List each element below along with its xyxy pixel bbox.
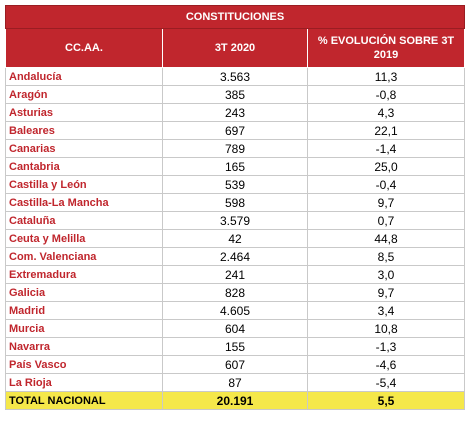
value-cell: 789	[162, 139, 308, 158]
change-cell: 25,0	[306, 157, 466, 176]
change-cell: 3,4	[306, 301, 466, 320]
value-cell: 87	[162, 373, 308, 392]
value-cell: 385	[162, 85, 308, 104]
change-cell: 22,1	[306, 121, 466, 140]
table-row: Castilla y León 539 -0,4	[5, 175, 466, 194]
region-cell: Navarra	[5, 337, 163, 356]
value-cell: 3.579	[162, 211, 308, 230]
table-row: Asturias 243 4,3	[5, 103, 466, 122]
table-row: Murcia 604 10,8	[5, 319, 466, 338]
change-cell: 11,3	[306, 67, 466, 86]
value-cell: 243	[162, 103, 308, 122]
table-row: Galicia 828 9,7	[5, 283, 466, 302]
change-cell: 44,8	[306, 229, 466, 248]
value-cell: 2.464	[162, 247, 308, 266]
region-cell: Aragón	[5, 85, 163, 104]
value-cell: 155	[162, 337, 308, 356]
total-change: 5,5	[306, 391, 466, 410]
header-value: 3T 2020	[162, 28, 308, 68]
constituciones-table-wrapper: CONSTITUCIONES CC.AA. 3T 2020 % EVOLUCIÓ…	[4, 5, 466, 410]
region-cell: Murcia	[5, 319, 163, 338]
table-row: Andalucía 3.563 11,3	[5, 67, 466, 86]
region-cell: País Vasco	[5, 355, 163, 374]
constituciones-table: CONSTITUCIONES CC.AA. 3T 2020 % EVOLUCIÓ…	[4, 5, 466, 410]
table-row: Navarra 155 -1,3	[5, 337, 466, 356]
value-cell: 165	[162, 157, 308, 176]
region-cell: Castilla-La Mancha	[5, 193, 163, 212]
table-row: Cantabria 165 25,0	[5, 157, 466, 176]
region-cell: Cantabria	[5, 157, 163, 176]
table-row: Madrid 4.605 3,4	[5, 301, 466, 320]
change-cell: -1,4	[306, 139, 466, 158]
total-row: TOTAL NACIONAL 20.191 5,5	[5, 391, 466, 410]
region-cell: Com. Valenciana	[5, 247, 163, 266]
region-cell: Asturias	[5, 103, 163, 122]
table-row: Baleares 697 22,1	[5, 121, 466, 140]
change-cell: 0,7	[306, 211, 466, 230]
table-row: País Vasco 607 -4,6	[5, 355, 466, 374]
change-cell: -4,6	[306, 355, 466, 374]
value-cell: 828	[162, 283, 308, 302]
region-cell: Canarias	[5, 139, 163, 158]
table-body: Andalucía 3.563 11,3 Aragón 385 -0,8 Asturias 2…	[5, 67, 466, 392]
table-header-row: CC.AA. 3T 2020 % EVOLUCIÓN SOBRE 3T 2019	[5, 28, 466, 68]
table-row: Aragón 385 -0,8	[5, 85, 466, 104]
total-label: TOTAL NACIONAL	[5, 391, 163, 410]
region-cell: Ceuta y Melilla	[5, 229, 163, 248]
change-cell: -5,4	[306, 373, 466, 392]
value-cell: 697	[162, 121, 308, 140]
change-cell: 8,5	[306, 247, 466, 266]
value-cell: 4.605	[162, 301, 308, 320]
table-title-row: CONSTITUCIONES	[4, 5, 466, 29]
change-cell: -0,8	[306, 85, 466, 104]
table-row: Com. Valenciana 2.464 8,5	[5, 247, 466, 266]
table-title: CONSTITUCIONES	[4, 5, 466, 29]
header-change: % EVOLUCIÓN SOBRE 3T 2019	[306, 28, 466, 68]
value-cell: 42	[162, 229, 308, 248]
change-cell: -0,4	[306, 175, 466, 194]
region-cell: Cataluña	[5, 211, 163, 230]
region-cell: Baleares	[5, 121, 163, 140]
change-cell: -1,3	[306, 337, 466, 356]
table-row: Castilla-La Mancha 598 9,7	[5, 193, 466, 212]
table-row: Cataluña 3.579 0,7	[5, 211, 466, 230]
value-cell: 3.563	[162, 67, 308, 86]
region-cell: La Rioja	[5, 373, 163, 392]
region-cell: Andalucía	[5, 67, 163, 86]
header-region: CC.AA.	[5, 28, 163, 68]
table-row: Ceuta y Melilla 42 44,8	[5, 229, 466, 248]
change-cell: 9,7	[306, 283, 466, 302]
region-cell: Extremadura	[5, 265, 163, 284]
region-cell: Galicia	[5, 283, 163, 302]
change-cell: 4,3	[306, 103, 466, 122]
change-cell: 3,0	[306, 265, 466, 284]
change-cell: 9,7	[306, 193, 466, 212]
value-cell: 607	[162, 355, 308, 374]
change-cell: 10,8	[306, 319, 466, 338]
value-cell: 539	[162, 175, 308, 194]
table-row: Extremadura 241 3,0	[5, 265, 466, 284]
value-cell: 598	[162, 193, 308, 212]
value-cell: 241	[162, 265, 308, 284]
region-cell: Madrid	[5, 301, 163, 320]
total-value: 20.191	[162, 391, 308, 410]
table-row: La Rioja 87 -5,4	[5, 373, 466, 392]
table-row: Canarias 789 -1,4	[5, 139, 466, 158]
region-cell: Castilla y León	[5, 175, 163, 194]
value-cell: 604	[162, 319, 308, 338]
